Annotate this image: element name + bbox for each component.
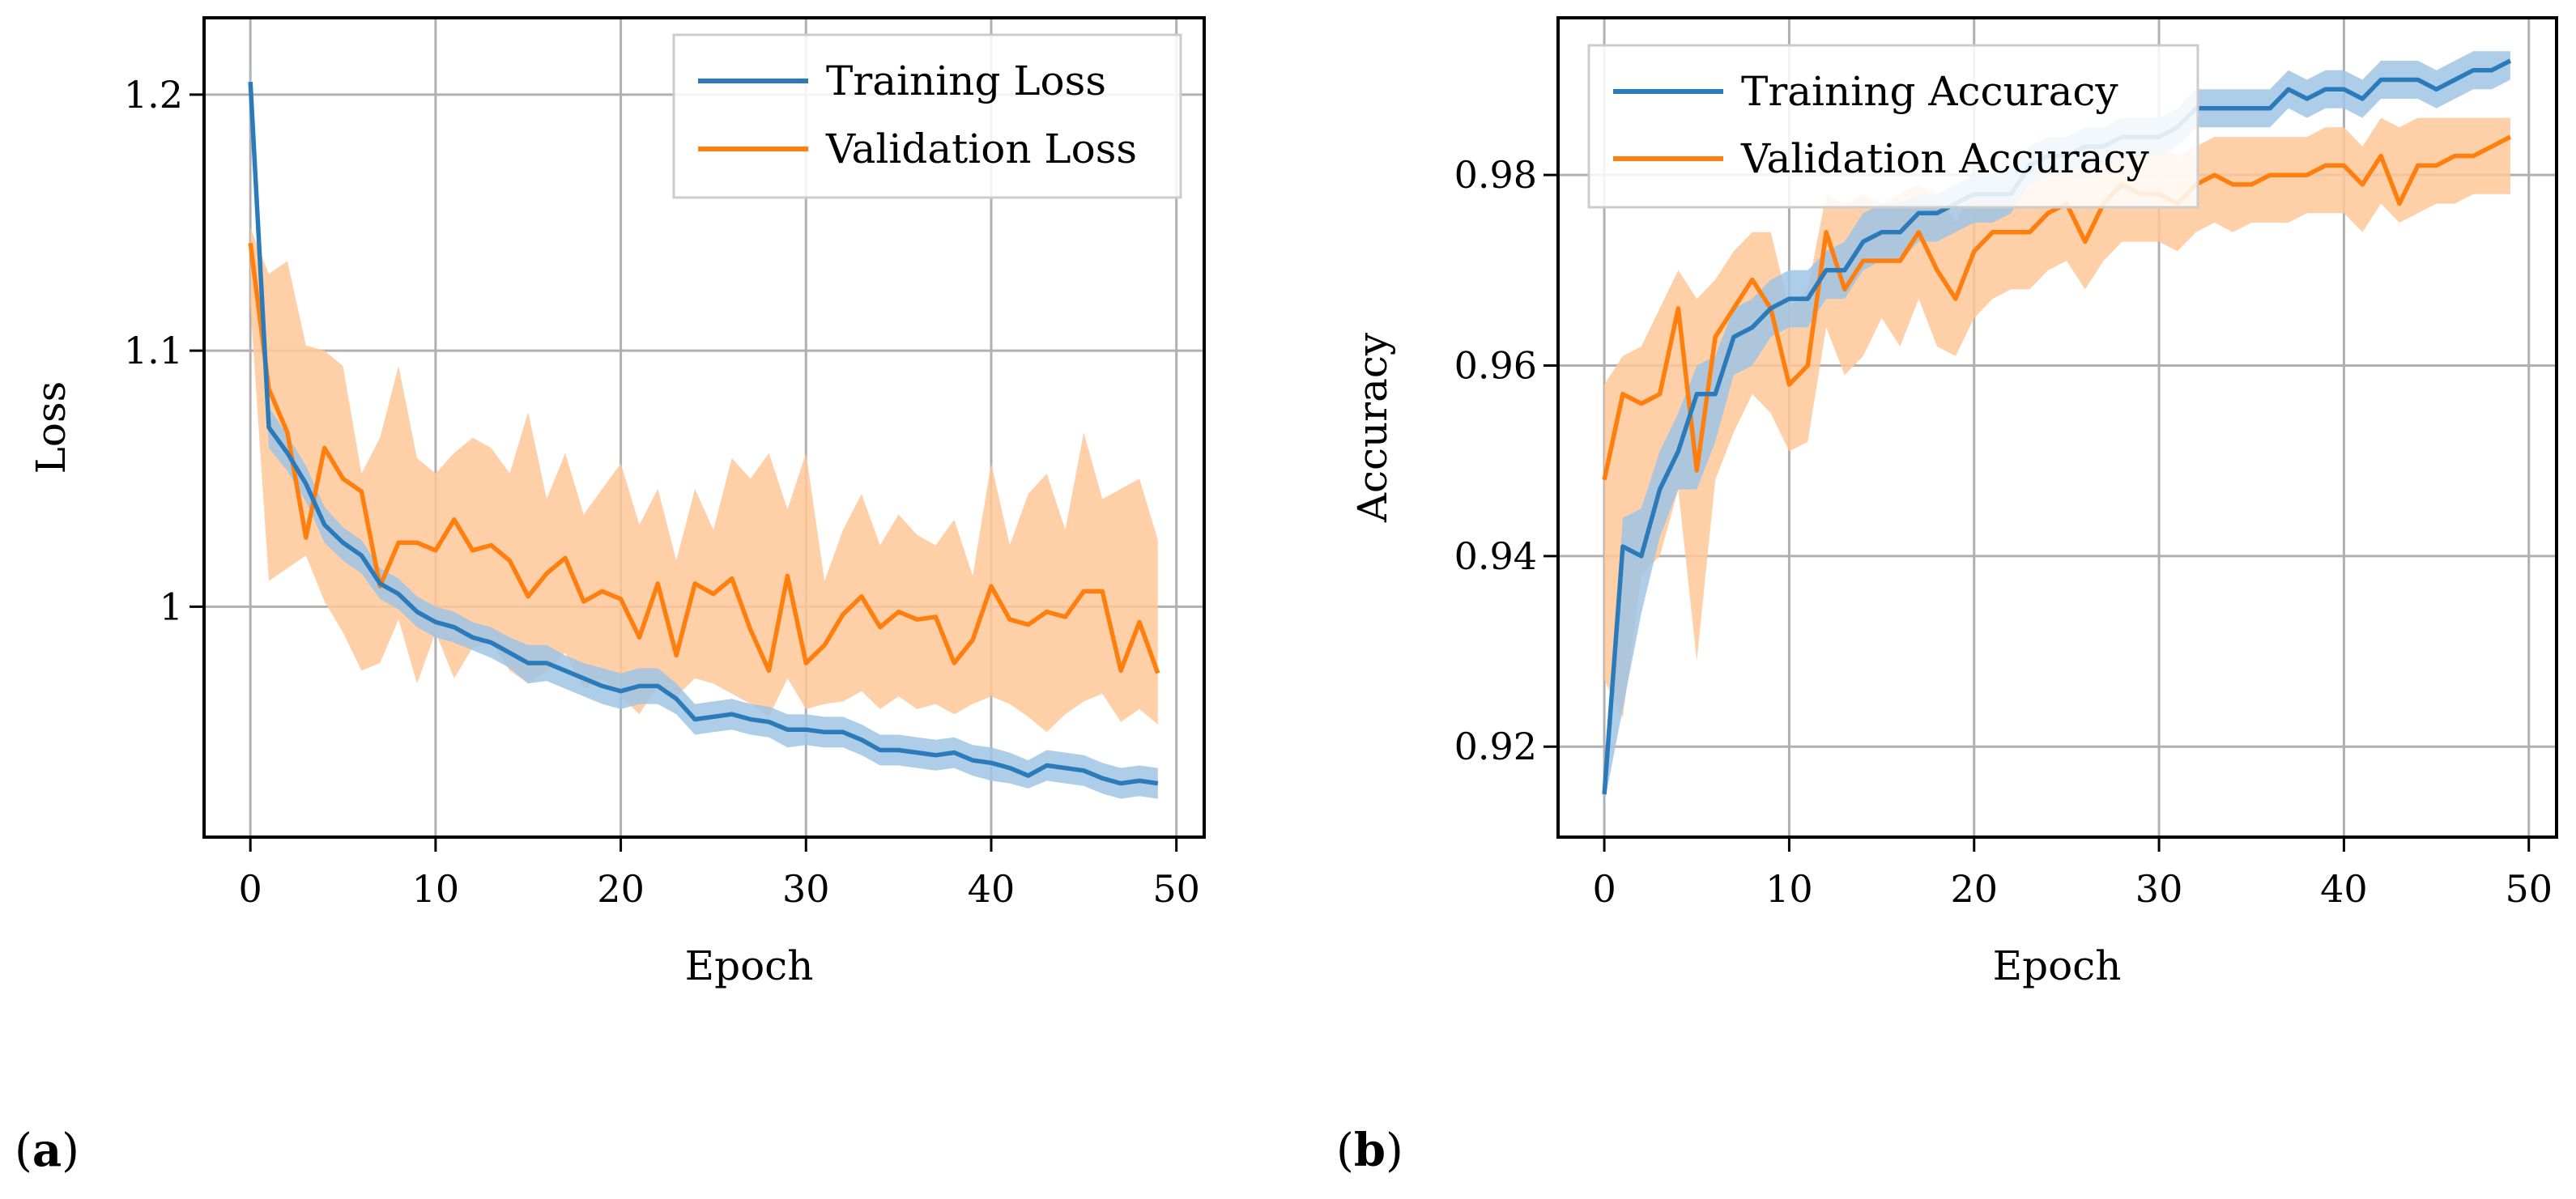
loss-x-tick-label: 40 (968, 867, 1015, 911)
loss-x-tick-label: 20 (597, 867, 645, 911)
loss-y-tick-label: 1.2 (124, 73, 183, 117)
accuracy-confidence-bands (1604, 51, 2510, 804)
loss-y-ticks: 1 1.1 1.2 (124, 73, 204, 628)
loss-series-lines (248, 81, 1160, 786)
accuracy-y-tick-label: 0.96 (1454, 344, 1537, 388)
loss-x-tick-label: 30 (782, 867, 830, 911)
loss-line-validation (248, 242, 1160, 674)
accuracy-legend-label-validation: Validation Accuracy (1740, 135, 2149, 182)
accuracy-x-tick-label: 10 (1765, 867, 1813, 911)
loss-legend: Training Loss Validation Loss (672, 33, 1182, 199)
accuracy-legend-box (1587, 44, 2199, 209)
loss-x-tick-label: 10 (412, 867, 460, 911)
loss-chart: 0 10 20 30 40 50 1 1.1 1.2 Epoch Loss Training … (15, 16, 1206, 1177)
loss-y-axis-label: Loss (28, 381, 75, 474)
loss-plot-frame (202, 16, 1206, 839)
accuracy-y-ticks: 0.92 0.94 0.96 0.98 (1454, 153, 1558, 768)
loss-y-tick-label: 1 (160, 585, 183, 628)
accuracy-x-tick-label: 50 (2505, 867, 2553, 911)
panel-label-a: (a) (15, 1124, 79, 1177)
loss-x-ticks: 0 10 20 30 40 50 (239, 837, 1200, 911)
loss-x-tick-label: 50 (1152, 867, 1200, 911)
accuracy-x-axis-label: Epoch (1993, 942, 2122, 989)
loss-legend-label-validation: Validation Loss (825, 125, 1137, 172)
loss-x-tick-label: 0 (239, 867, 262, 911)
loss-legend-box (672, 33, 1182, 199)
accuracy-y-tick-label: 0.92 (1454, 725, 1537, 768)
accuracy-x-tick-label: 0 (1592, 867, 1616, 911)
accuracy-x-tick-label: 40 (2320, 867, 2368, 911)
loss-legend-label-training: Training Loss (826, 57, 1106, 104)
accuracy-legend-label-training: Training Accuracy (1741, 68, 2118, 115)
accuracy-plot-frame (1556, 16, 2558, 839)
accuracy-x-ticks: 0 10 20 30 40 50 (1592, 837, 2553, 911)
accuracy-chart: 0 10 20 30 40 50 0.92 0.94 0.96 0.98 Epoch Accur… (1336, 16, 2558, 1177)
accuracy-y-tick-label: 0.98 (1454, 153, 1537, 197)
accuracy-legend: Training Accuracy Validation Accuracy (1587, 44, 2199, 209)
accuracy-x-tick-label: 30 (2135, 867, 2183, 911)
accuracy-y-tick-label: 0.94 (1454, 534, 1537, 578)
loss-y-tick-label: 1.1 (124, 329, 183, 372)
loss-band-validation (250, 227, 1158, 733)
loss-line-training (248, 81, 1159, 786)
accuracy-x-tick-label: 20 (1950, 867, 1998, 911)
accuracy-y-axis-label: Accuracy (1349, 332, 1396, 523)
panel-label-b: (b) (1336, 1124, 1403, 1177)
loss-x-axis-label: Epoch (685, 942, 814, 989)
loss-confidence-bands (250, 63, 1158, 799)
